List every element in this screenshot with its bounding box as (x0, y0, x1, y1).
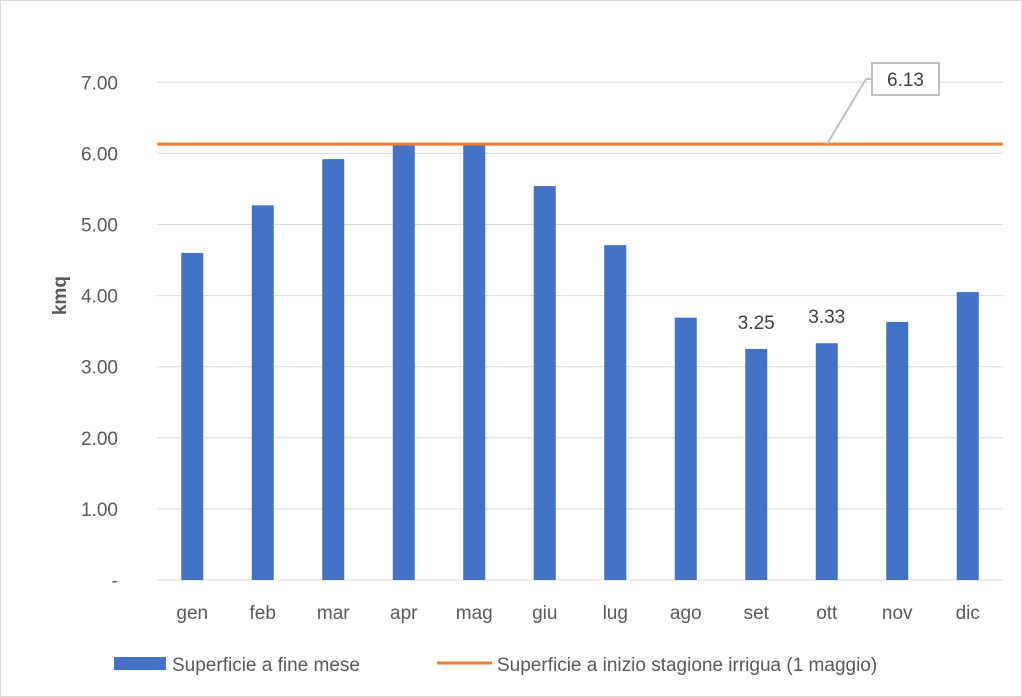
bar-nov (886, 321, 909, 580)
bar-giu (533, 186, 556, 580)
bar-feb (251, 205, 274, 581)
bar-lug (604, 245, 627, 580)
callout-label: 6.13 (887, 70, 924, 91)
x-tick-label: giu (532, 603, 557, 624)
data-label-set: 3.25 (738, 313, 775, 334)
bar-gen (181, 252, 204, 580)
legend-label-line: Superficie a inizio stagione irrigua (1 … (497, 655, 877, 676)
legend-label-bars: Superficie a fine mese (172, 655, 360, 676)
y-tick-label: - (112, 571, 118, 592)
callout-box (871, 62, 940, 96)
x-tick-label: nov (882, 603, 913, 624)
bar-apr (392, 144, 415, 581)
y-tick-label: 1.00 (81, 500, 118, 521)
y-tick-label: 5.00 (81, 216, 118, 237)
bar-mar (322, 159, 345, 580)
bar-set (745, 348, 768, 580)
x-tick-label: dic (956, 603, 980, 624)
x-tick-label: ott (816, 603, 838, 624)
x-tick-label: feb (250, 603, 276, 624)
bar-ago (674, 317, 697, 580)
y-axis-title: kmq (50, 276, 71, 315)
data-label-ott: 3.33 (808, 307, 845, 328)
bar-ott (815, 343, 838, 580)
x-tick-label: set (744, 603, 770, 624)
x-tick-label: mag (456, 603, 493, 624)
bar-mag (463, 144, 486, 581)
x-tick-label: lug (603, 603, 628, 624)
legend-swatch-bars (114, 657, 166, 670)
y-tick-label: 3.00 (81, 358, 118, 379)
y-tick-label: 2.00 (81, 429, 118, 450)
x-tick-label: mar (317, 603, 350, 624)
bar-dic (956, 292, 979, 580)
x-tick-label: ago (670, 603, 702, 624)
x-tick-label: apr (390, 603, 418, 624)
x-tick-label: gen (176, 603, 208, 624)
y-tick-label: 7.00 (81, 73, 118, 94)
y-tick-label: 6.00 (81, 144, 118, 165)
y-tick-label: 4.00 (81, 287, 118, 308)
callout-leader (826, 78, 867, 145)
